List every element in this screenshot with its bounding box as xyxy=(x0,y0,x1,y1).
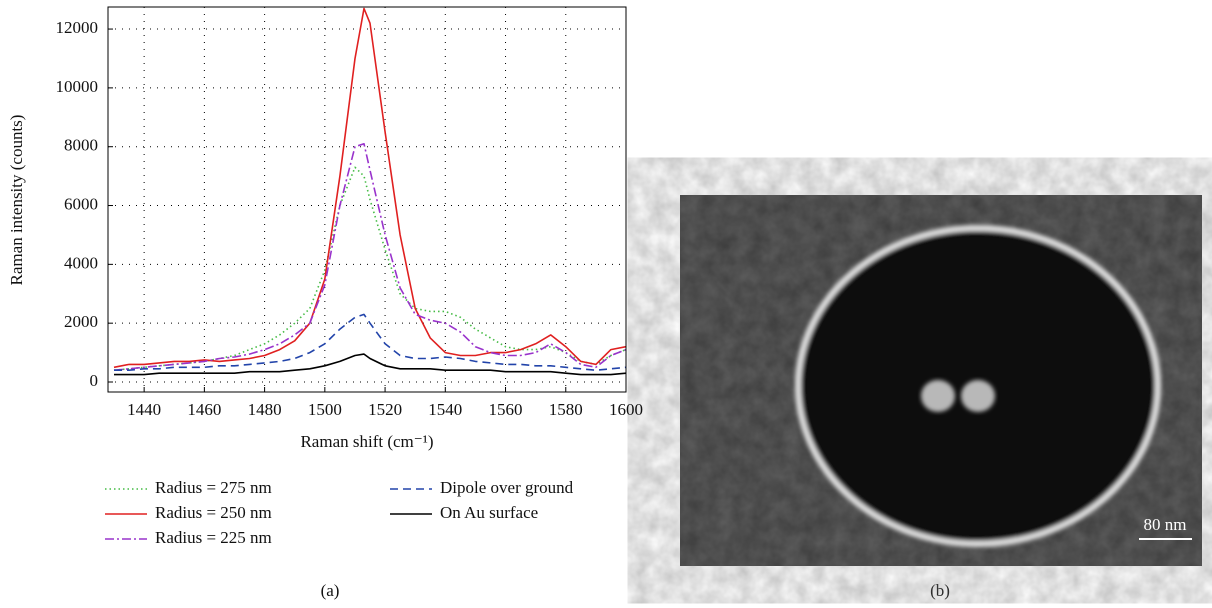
series-line xyxy=(113,7,626,369)
y-tick-label: 8000 xyxy=(64,136,98,155)
legend-label: Radius = 225 nm xyxy=(155,528,272,547)
y-tick-label: 6000 xyxy=(64,194,98,213)
plot-frame xyxy=(107,6,627,393)
plot-lines xyxy=(113,7,626,376)
x-tick-label: 1540 xyxy=(428,400,462,419)
y-tick-label: 2000 xyxy=(64,312,98,331)
series-line xyxy=(113,166,626,371)
sem-particle xyxy=(961,380,995,412)
x-tick-label: 1480 xyxy=(248,400,282,419)
x-tick-label: 1440 xyxy=(127,400,161,419)
x-axis-title: Raman shift (cm⁻¹) xyxy=(300,432,433,451)
series-line xyxy=(114,353,626,376)
x-tick-label: 1520 xyxy=(368,400,402,419)
y-tick-label: 10000 xyxy=(56,77,99,96)
scale-bar-label: 80 nm xyxy=(1144,515,1187,534)
sem-image: 80 nm xyxy=(680,195,1202,566)
series-line xyxy=(113,143,626,371)
y-tick-label: 4000 xyxy=(64,253,98,272)
panel-label: (b) xyxy=(930,581,950,600)
y-tick-label: 0 xyxy=(90,371,99,390)
panel-label: (a) xyxy=(321,581,340,600)
y-axis-title: Raman intensity (counts) xyxy=(7,115,26,286)
sem-particle xyxy=(921,380,955,412)
x-tick-label: 1500 xyxy=(308,400,342,419)
x-tick-label: 1600 xyxy=(609,400,643,419)
series-line xyxy=(114,313,626,371)
legend-label: Radius = 250 nm xyxy=(155,503,272,522)
legend-label: Radius = 275 nm xyxy=(155,478,272,497)
x-tick-label: 1460 xyxy=(187,400,221,419)
x-tick-label: 1560 xyxy=(489,400,523,419)
y-tick-label: 12000 xyxy=(56,18,99,37)
legend-label: On Au surface xyxy=(440,503,538,522)
legend-label: Dipole over ground xyxy=(440,478,574,497)
x-tick-label: 1580 xyxy=(549,400,583,419)
